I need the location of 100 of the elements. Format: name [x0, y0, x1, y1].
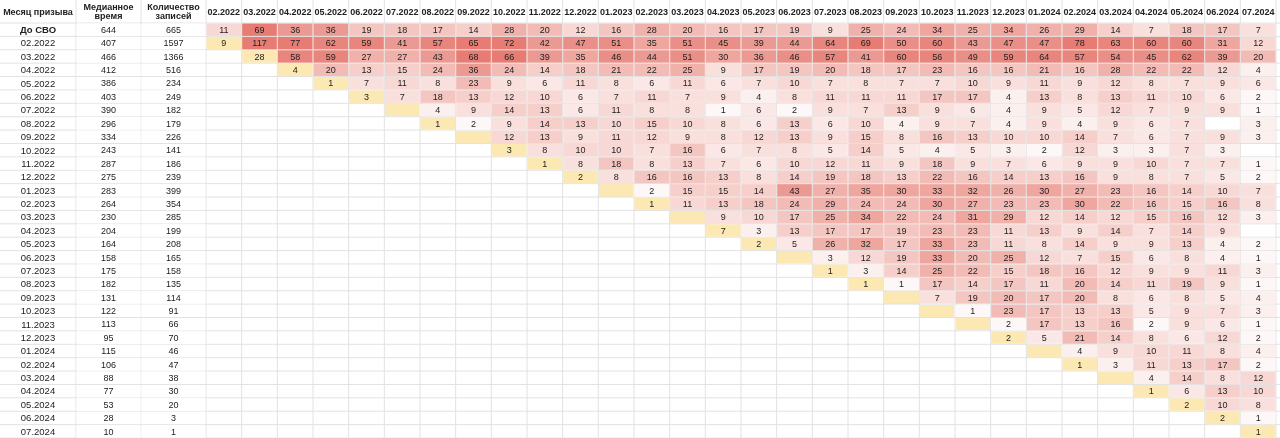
data-label: 2: [1255, 359, 1261, 370]
data-label: 9: [506, 78, 512, 89]
data-label: 7: [1184, 78, 1190, 89]
x-tick-label: 06.2023: [778, 6, 811, 17]
data-label: 17: [825, 225, 836, 236]
data-label: 19: [896, 252, 907, 263]
data-label: 13: [1110, 306, 1121, 317]
data-label: 10: [860, 118, 871, 129]
data-label: 20: [1003, 292, 1014, 303]
data-label: 7: [720, 225, 726, 236]
data-label: 334: [100, 132, 117, 143]
data-label: 9: [1219, 279, 1226, 290]
data-label: 17: [1217, 359, 1228, 370]
data-label: 14: [896, 265, 907, 276]
data-label: 2: [1255, 172, 1261, 183]
data-label: 16: [1181, 212, 1192, 223]
data-label: 1597: [163, 38, 184, 49]
data-label: 13: [789, 225, 800, 236]
data-label: 65: [468, 38, 479, 49]
data-label: 3: [1219, 145, 1226, 156]
data-label: 16: [1146, 198, 1157, 209]
data-label: 30: [1074, 198, 1085, 209]
x-tick-label: 02.2024: [1063, 6, 1097, 17]
data-label: 2: [756, 239, 762, 250]
data-label: 51: [682, 38, 693, 49]
data-label: 5: [1219, 172, 1226, 183]
data-label: 69: [254, 24, 265, 35]
data-label: 66: [168, 319, 179, 330]
data-label: 390: [100, 105, 117, 116]
data-label: 14: [1181, 373, 1192, 383]
data-label: 36: [290, 24, 301, 35]
data-label: 14: [1181, 225, 1192, 236]
data-label: 2: [1255, 332, 1261, 343]
data-label: 9: [1184, 319, 1190, 330]
data-label: 5: [1041, 332, 1047, 343]
data-label: 25: [932, 265, 943, 276]
data-label: 22: [1110, 198, 1121, 209]
data-label: 4: [1219, 239, 1226, 250]
data-label: 22: [896, 212, 907, 223]
data-label: 1: [1255, 158, 1261, 169]
data-label: 7: [934, 78, 940, 89]
data-label: 403: [100, 91, 117, 102]
data-label: 34: [1003, 24, 1014, 35]
y-tick-label: До СВО: [19, 24, 57, 36]
data-label: 3: [1112, 145, 1119, 156]
data-label: 5: [1077, 105, 1083, 116]
data-label: 15: [1110, 252, 1121, 263]
data-label: 91: [168, 306, 179, 317]
data-label: 59: [325, 51, 336, 62]
data-label: 204: [100, 225, 117, 236]
data-label: 16: [1074, 265, 1085, 276]
x-tick-label: 06.2022: [350, 6, 383, 17]
data-label: 22: [932, 172, 943, 183]
data-label: 516: [165, 65, 182, 76]
data-label: 10: [611, 145, 622, 156]
data-label: 4: [898, 118, 905, 129]
data-label: 106: [100, 359, 117, 370]
data-label: 9: [1112, 239, 1119, 250]
data-label: 466: [100, 51, 117, 62]
data-label: 23: [468, 78, 479, 89]
data-label: 43: [789, 185, 800, 196]
data-label: 10: [753, 212, 764, 223]
data-label: 15: [682, 185, 693, 196]
data-label: 30: [168, 386, 179, 397]
data-label: 27: [967, 198, 978, 209]
data-label: 25: [682, 65, 693, 76]
data-label: 11: [1039, 78, 1049, 89]
data-label: 264: [100, 198, 117, 209]
data-label: 1: [1255, 252, 1261, 263]
data-label: 23: [1039, 198, 1050, 209]
data-label: 19: [896, 225, 907, 236]
data-label: 59: [361, 38, 372, 49]
data-label: 10: [1146, 158, 1157, 169]
data-label: 15: [718, 185, 729, 196]
data-label: 6: [1148, 132, 1154, 143]
data-label: 8: [1255, 399, 1261, 410]
data-label: 7: [1077, 252, 1083, 263]
data-label: 239: [165, 172, 182, 183]
x-tick-label: 03.2023: [671, 6, 704, 17]
data-label: 57: [432, 38, 443, 49]
data-label: 182: [165, 105, 182, 116]
data-label: 27: [361, 51, 372, 62]
y-tick-label: 06.2024: [20, 412, 56, 424]
data-label: 122: [100, 306, 117, 317]
data-label: 14: [504, 105, 515, 116]
data-label: 20: [168, 399, 179, 410]
x-tick-label: 07.2022: [385, 6, 419, 17]
data-label: 354: [165, 198, 182, 209]
data-label: 1: [970, 306, 976, 317]
data-label: 1: [542, 158, 548, 169]
data-label: 17: [432, 24, 443, 35]
data-label: 4: [1219, 252, 1226, 263]
data-label: 10: [1146, 346, 1157, 357]
data-label: 16: [611, 24, 622, 35]
x-tick-label: 01.2023: [599, 6, 633, 17]
data-label: 8: [863, 78, 869, 89]
data-label: 5: [898, 145, 905, 156]
data-label: 283: [100, 185, 117, 196]
data-label: 8: [756, 172, 762, 183]
data-label: 9: [1219, 78, 1226, 89]
